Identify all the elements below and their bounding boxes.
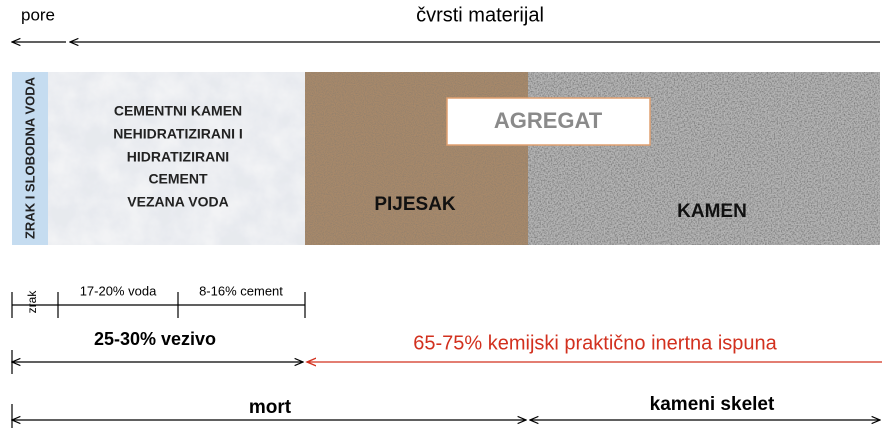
filler-label: 65-75% kemijski praktično inertna ispuna	[413, 332, 777, 354]
cement-share-label: 8-16% cement	[199, 283, 283, 298]
stone-label: KAMEN	[677, 201, 747, 222]
cement-label: CEMENTNI KAMEN	[114, 103, 242, 119]
pore-label: pore	[21, 5, 55, 24]
solid-label: čvrsti materijal	[416, 4, 544, 26]
diagram: pore čvrsti materijal ZRAK I SLOBODNA VO…	[0, 0, 883, 429]
skeleton-label: kameni skelet	[650, 394, 775, 415]
cement-label: VEZANA VODA	[127, 194, 228, 210]
mortar-label: mort	[249, 397, 292, 418]
binder-label: 25-30% vezivo	[94, 329, 216, 349]
air-label: zrak	[25, 290, 39, 314]
cement-label: NEHIDRATIZIRANI I	[113, 126, 243, 142]
water-label: 17-20% voda	[80, 283, 157, 298]
air-water-label: ZRAK I SLOBODNA VODA	[22, 76, 37, 239]
sand-label: PIJESAK	[374, 194, 456, 215]
aggregate-label: AGREGAT	[494, 108, 603, 133]
cement-label: CEMENT	[148, 171, 208, 187]
cement-label: HIDRATIZIRANI	[127, 149, 229, 165]
